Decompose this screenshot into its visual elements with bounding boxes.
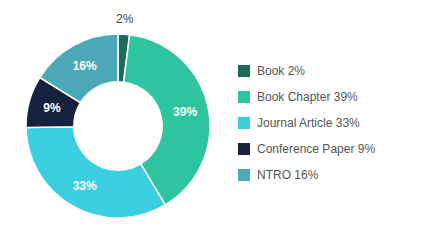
data-label: 2% [116, 12, 134, 26]
slice [40, 34, 118, 103]
data-label: 39% [173, 105, 197, 119]
chart-svg: 2% 39% 33% 9% 16% Book 2% Book Chapter 39% Jour… [0, 0, 443, 246]
legend-label: NTRO 16% [257, 168, 319, 182]
legend-swatch [238, 91, 250, 103]
legend: Book 2% Book Chapter 39% Journal Article 3… [238, 64, 375, 182]
legend-swatch [238, 169, 250, 181]
legend-swatch [238, 65, 250, 77]
slices [26, 34, 210, 218]
slice-labels: 2% 39% 33% 9% 16% [43, 12, 197, 192]
data-label: 33% [73, 179, 97, 193]
data-label: 9% [43, 101, 61, 115]
legend-label: Book 2% [257, 64, 305, 78]
legend-swatch [238, 117, 250, 129]
legend-swatch [238, 143, 250, 155]
legend-label: Journal Article 33% [257, 116, 360, 130]
legend-label: Conference Paper 9% [257, 142, 375, 156]
data-label: 16% [73, 59, 97, 73]
legend-label: Book Chapter 39% [257, 90, 358, 104]
chart-container: 2% 39% 33% 9% 16% Book 2% Book Chapter 39% Jour… [0, 0, 443, 246]
slice [26, 127, 165, 218]
